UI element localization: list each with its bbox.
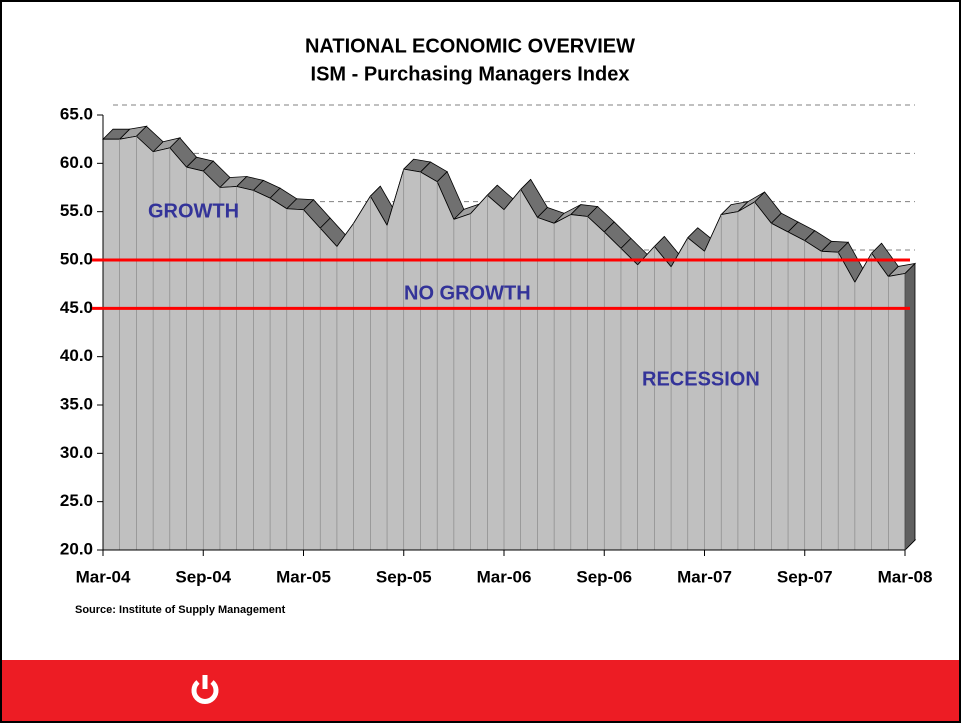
x-tick-label: Sep-06 <box>576 567 632 586</box>
y-tick-label: 60.0 <box>60 153 93 172</box>
annotation: GROWTH <box>148 200 239 222</box>
y-tick-label: 55.0 <box>60 201 93 220</box>
y-tick-label: 25.0 <box>60 491 93 510</box>
y-tick-label: 65.0 <box>60 104 93 123</box>
y-tick-label: 50.0 <box>60 249 93 268</box>
y-tick-label: 30.0 <box>60 443 93 462</box>
x-tick-label: Sep-05 <box>376 567 432 586</box>
x-tick-label: Sep-07 <box>777 567 833 586</box>
y-tick-label: 20.0 <box>60 539 93 558</box>
x-tick-label: Mar-04 <box>76 567 131 586</box>
x-tick-label: Mar-06 <box>477 567 532 586</box>
x-tick-label: Sep-04 <box>175 567 231 586</box>
logo <box>191 675 219 704</box>
y-tick-label: 40.0 <box>60 346 93 365</box>
source-note: Source: Institute of Supply Management <box>75 604 286 616</box>
area-side <box>904 262 916 551</box>
y-tick-label: 45.0 <box>60 298 93 317</box>
x-tick-label: Mar-08 <box>878 567 933 586</box>
annotation: RECESSION <box>642 368 760 390</box>
x-tick-label: Mar-05 <box>276 567 331 586</box>
y-tick-label: 35.0 <box>60 394 93 413</box>
chart-title: NATIONAL ECONOMIC OVERVIEW <box>305 35 635 57</box>
footer-bar <box>2 660 959 721</box>
x-tick-label: Mar-07 <box>677 567 732 586</box>
chart-subtitle: ISM - Purchasing Managers Index <box>311 63 630 85</box>
annotation: NO GROWTH <box>404 282 531 304</box>
